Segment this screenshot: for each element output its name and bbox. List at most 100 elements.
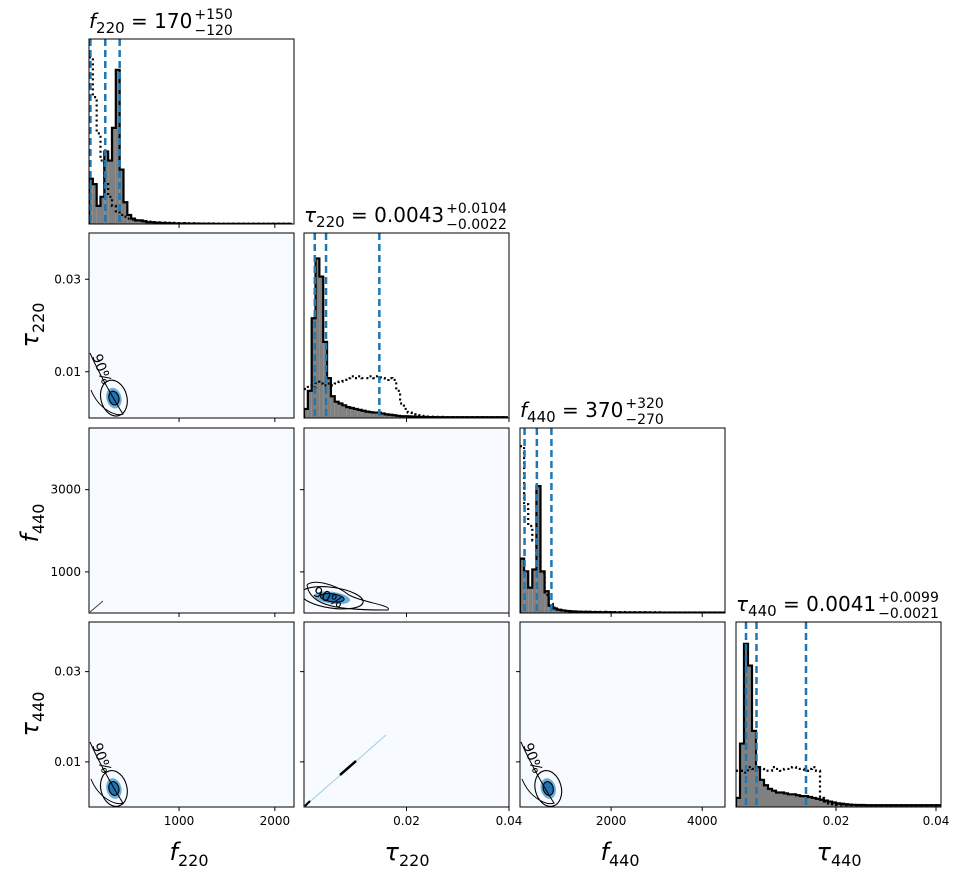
hist-bar — [388, 414, 393, 418]
x-axis-label-f220: f220 — [170, 838, 209, 870]
hist-bar — [361, 410, 366, 418]
contour-90 — [89, 352, 124, 416]
panel-frame — [88, 38, 295, 225]
diag-panel-f220: f220 = 170 +150−120 — [88, 7, 295, 225]
hist-bar — [131, 218, 135, 224]
x-tick-label: 2000 — [596, 814, 627, 828]
hist-bar — [334, 401, 339, 418]
contour-inner — [542, 781, 554, 796]
hist-bar — [96, 205, 101, 224]
hist-bar — [142, 221, 147, 224]
y-axis-label-tau220: τ220 — [16, 303, 48, 348]
contour-outer — [304, 586, 364, 610]
panel-f220-tau220: 90% — [88, 232, 295, 419]
hist-bar — [808, 797, 812, 807]
x-tick-label: 1000 — [164, 814, 195, 828]
density-trace — [339, 760, 357, 776]
panel-frame — [519, 427, 726, 614]
hist-bar — [552, 608, 557, 613]
prior-hist-outline — [89, 56, 293, 224]
diag-title-plus: +320 — [625, 396, 663, 412]
hist-bar — [796, 795, 800, 807]
hist-bar — [307, 390, 312, 418]
x-tick-label: 2000 — [260, 814, 291, 828]
hist-bar — [756, 767, 760, 807]
diag-title-minus: −120 — [194, 23, 232, 39]
diag-title-plus: +150 — [194, 7, 232, 23]
contour-90 — [306, 581, 389, 611]
density-background — [304, 622, 509, 807]
x-tick-label: 4000 — [687, 814, 718, 828]
panel-frame — [303, 232, 510, 419]
hist-bar — [784, 793, 788, 807]
diag-title-plus: +0.0099 — [878, 590, 939, 606]
prior-hist-outline — [304, 375, 508, 418]
hist-bar — [836, 803, 840, 807]
prior-hist-outline — [736, 766, 941, 807]
diag-title-minus: −0.0022 — [446, 217, 507, 233]
hist-bar — [780, 792, 784, 807]
hist-bar — [544, 591, 549, 613]
hist-bar — [848, 804, 852, 807]
hist-bar — [520, 558, 525, 613]
diag-title-plus: +0.0104 — [446, 201, 507, 217]
hist-bar — [134, 220, 139, 224]
x-axis-label-tau440: τ440 — [817, 838, 862, 870]
hist-bar — [108, 160, 112, 224]
hist-bar — [123, 202, 128, 224]
hist-bar — [138, 220, 143, 224]
contour-inner — [319, 592, 345, 603]
diag-title-minus: −0.0021 — [878, 606, 939, 622]
y-tick-label: 0.03 — [54, 272, 81, 286]
panel-frame — [88, 427, 295, 614]
hist-bar — [357, 409, 362, 418]
y-tick-label: 0.01 — [54, 755, 81, 769]
hist-bar — [353, 408, 358, 418]
density-background — [520, 622, 725, 807]
hist-bar — [800, 796, 804, 807]
hist-bar — [350, 408, 354, 418]
density-background — [304, 428, 509, 613]
contour-outer — [99, 379, 128, 417]
panel-f440-tau440: 90% — [519, 621, 726, 808]
hist-bar — [100, 196, 105, 224]
contour-90 — [520, 741, 555, 805]
hist-bar — [532, 569, 537, 613]
hist-bar — [115, 69, 120, 224]
hist-bar — [736, 797, 740, 807]
hist-bar — [369, 412, 374, 418]
y-axis-label-f440: f440 — [16, 504, 48, 543]
hist-outline — [304, 257, 508, 418]
hist-bar — [338, 403, 343, 418]
hist-bar — [776, 792, 780, 807]
y-axis-label-tau440: τ440 — [16, 692, 48, 737]
diag-title-f220: f220 = 170 — [89, 9, 192, 37]
hist-bar — [524, 571, 529, 613]
x-axis-label-tau220: τ220 — [385, 838, 430, 870]
density-background — [89, 428, 294, 613]
x-tick-label: 0.04 — [496, 814, 523, 828]
panel-frame — [88, 621, 295, 808]
density-trace — [89, 600, 104, 613]
hist-bar — [540, 571, 545, 613]
hist-bar — [556, 609, 561, 613]
diag-title-f440: f440 = 370 — [520, 398, 623, 426]
hist-bar — [561, 610, 566, 613]
hist-bar — [111, 127, 116, 224]
diag-panel-f440: f440 = 370 +320−270 — [519, 396, 726, 614]
hist-outline — [736, 642, 941, 807]
prior-hist-outline — [520, 445, 725, 613]
panel-frame — [735, 621, 942, 808]
hist-bar — [748, 665, 752, 807]
hist-bar — [792, 794, 796, 807]
diag-title-tau220: τ220 = 0.0043 — [304, 203, 444, 231]
y-tick-label: 0.03 — [54, 665, 81, 679]
hist-bar — [346, 407, 351, 418]
y-tick-label: 3000 — [50, 483, 81, 497]
hist-bar — [392, 415, 397, 418]
panel-f220-tau440: 90% — [88, 621, 295, 808]
hist-bar — [816, 798, 820, 807]
panel-tau220-f440: 90% — [303, 427, 510, 614]
hist-bar — [380, 413, 385, 418]
